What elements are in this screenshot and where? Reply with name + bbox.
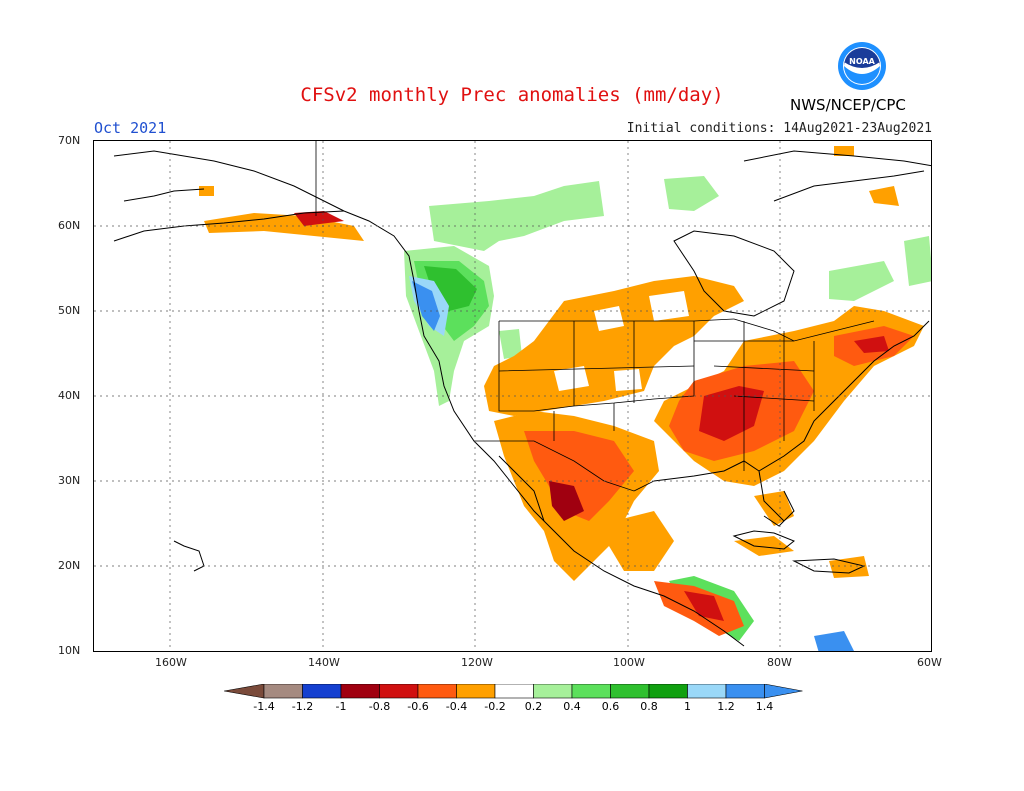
map-canvas (94, 141, 931, 651)
lon-label-160w: 160W (155, 656, 187, 669)
colorbar-swatch (725, 683, 765, 699)
colorbar-swatch (456, 683, 496, 699)
map-title: CFSv2 monthly Prec anomalies (mm/day) (300, 84, 724, 106)
colorbar-swatch (417, 683, 457, 699)
lat-label-50n: 50N (58, 304, 81, 317)
colorbar-swatch (610, 683, 650, 699)
colorbar-tick-label: 1.4 (755, 700, 774, 713)
neutral-gaps (554, 291, 796, 391)
colorbar-cap-high (764, 683, 803, 699)
colorbar-tick-label: -1 (335, 700, 347, 713)
colorbar-swatch (263, 683, 303, 699)
lon-label-80w: 80W (767, 656, 792, 669)
agency-label: NWS/NCEP/CPC (790, 96, 906, 114)
lat-label-30n: 30N (58, 474, 81, 487)
colorbar-tick-label: -1.4 (253, 700, 275, 713)
colorbar-swatch (340, 683, 380, 699)
colorbar-tick-label: 0.2 (524, 700, 543, 713)
lon-label-120w: 120W (461, 656, 493, 669)
colorbar-swatches (223, 683, 803, 699)
svg-text:NOAA: NOAA (849, 57, 875, 66)
colorbar-tick-label: -0.8 (368, 700, 391, 713)
colorbar-swatch (379, 683, 419, 699)
colorbar-tick-label: -0.4 (445, 700, 468, 713)
colorbar-swatch (571, 683, 611, 699)
lon-label-100w: 100W (613, 656, 645, 669)
colorbar-tick-label: 1.2 (717, 700, 735, 713)
borders (315, 141, 875, 492)
noaa-logo: NOAA (834, 40, 894, 100)
colorbar (223, 683, 804, 704)
lon-label-60w: 60W (917, 656, 942, 669)
colorbar-swatch (302, 683, 342, 699)
colorbar-tick-label: 1 (684, 700, 691, 713)
precip-anomaly-map (93, 140, 932, 652)
lon-label-140w: 140W (308, 656, 340, 669)
lat-label-10n: 10N (58, 644, 81, 657)
colorbar-tick-label: 0.8 (640, 700, 658, 713)
colorbar-swatch (687, 683, 727, 699)
colorbar-tick-label: -0.2 (484, 700, 506, 713)
colorbar-swatch (648, 683, 688, 699)
lat-label-60n: 60N (58, 219, 81, 232)
lat-label-40n: 40N (58, 389, 81, 402)
colorbar-tick-label: 0.4 (563, 700, 581, 713)
colorbar-cap-low (223, 683, 265, 699)
colorbar-tick-label: -1.2 (291, 700, 314, 713)
wet-anomaly-regions (404, 176, 931, 651)
colorbar-swatch (494, 683, 534, 699)
lat-label-70n: 70N (58, 134, 81, 147)
dry-anomaly-regions (199, 146, 924, 636)
lat-label-20n: 20N (58, 559, 81, 572)
graticule (94, 141, 931, 651)
forecast-month: Oct 2021 (94, 119, 167, 137)
colorbar-tick-label: -0.6 (407, 700, 429, 713)
colorbar-tick-label: 0.6 (601, 700, 620, 713)
initial-conditions: Initial conditions: 14Aug2021-23Aug2021 (626, 121, 932, 136)
colorbar-swatch (533, 683, 573, 699)
